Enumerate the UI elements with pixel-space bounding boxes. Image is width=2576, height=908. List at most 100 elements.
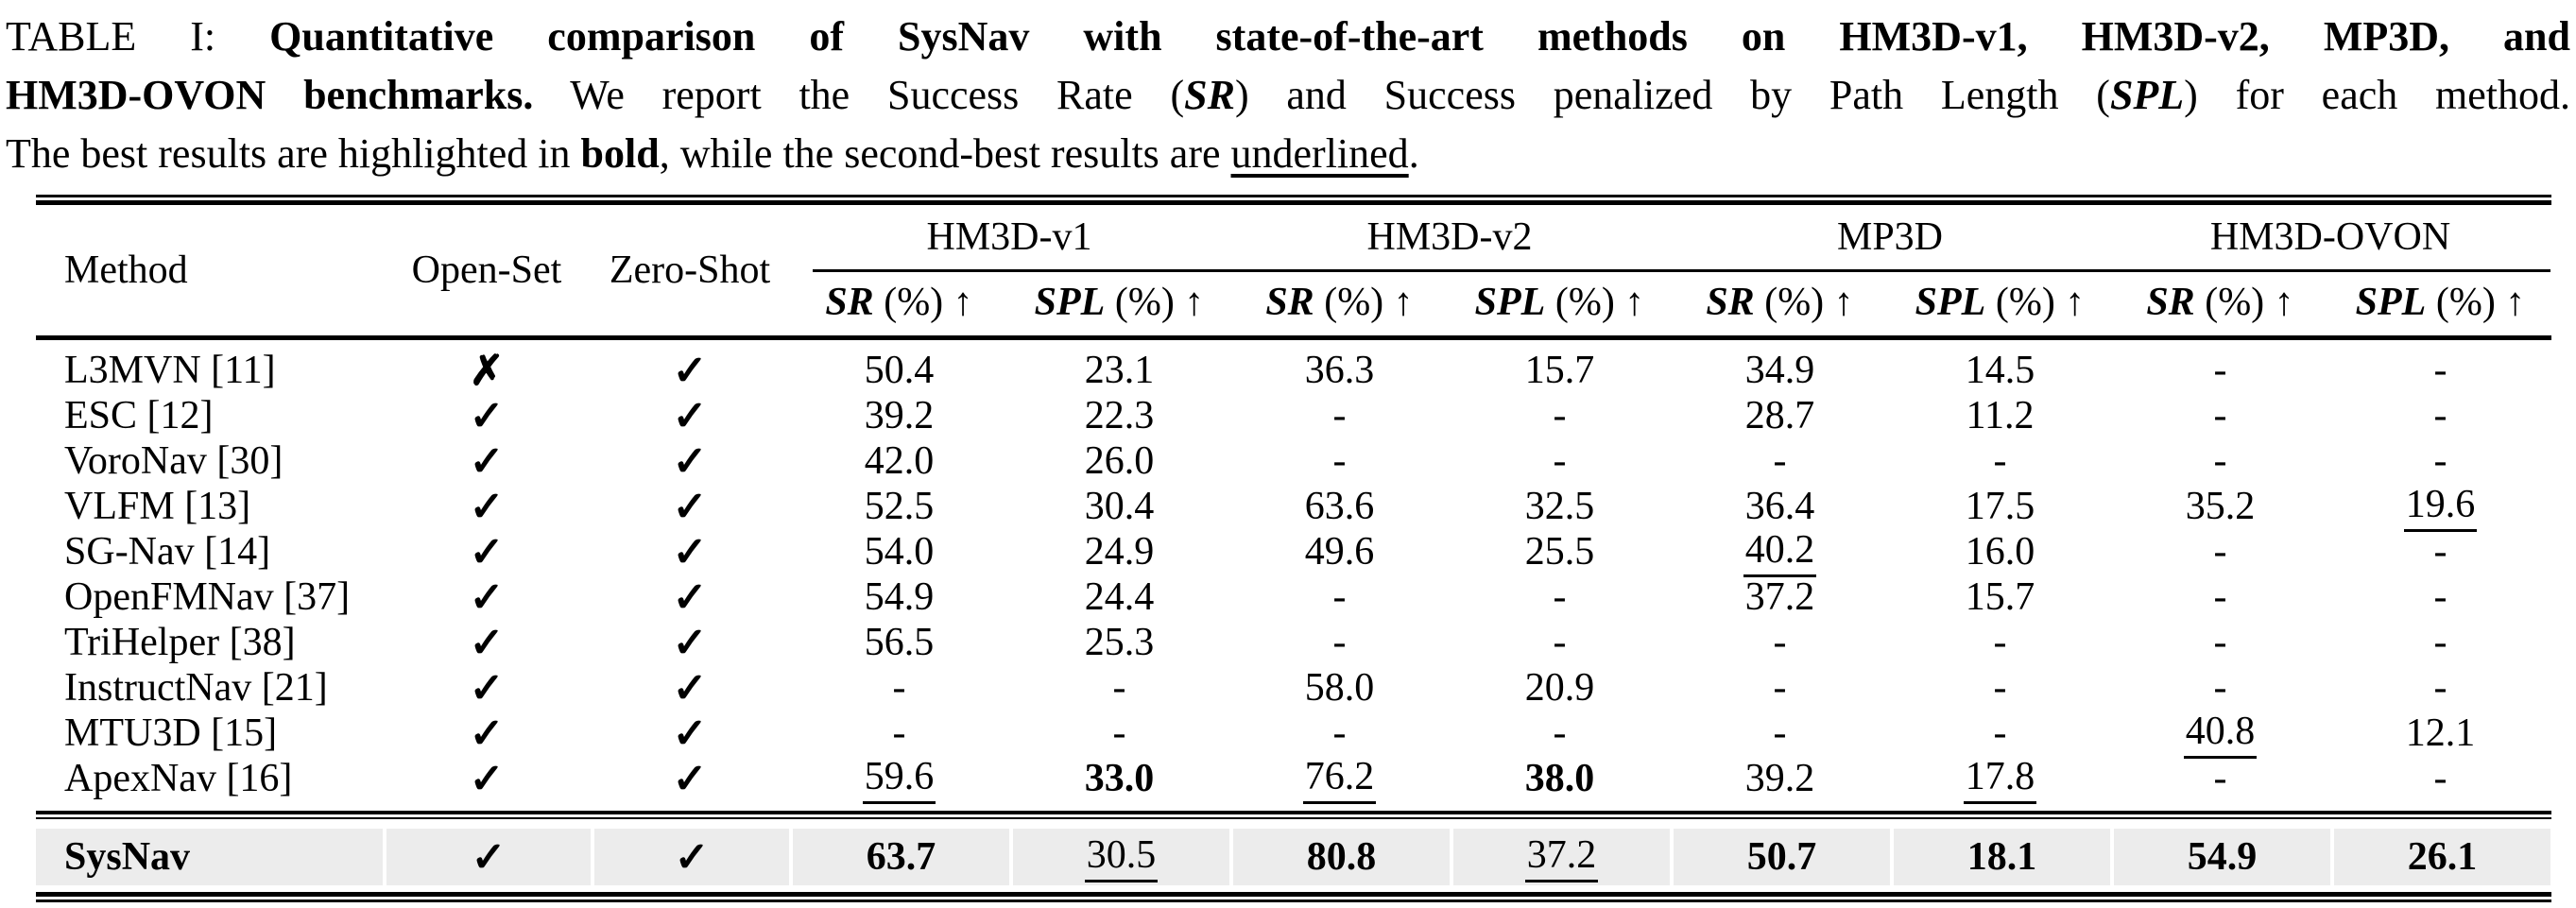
value-cell-second-best: 76.2 <box>1229 755 1450 804</box>
zero-shot-mark: ✓ <box>672 437 708 485</box>
unit-up-arrow: (%) ↑ <box>873 281 973 324</box>
value-cell: - <box>1332 621 1347 664</box>
value-cell: - <box>1553 575 1567 619</box>
table-bottom-rule <box>36 892 2551 902</box>
zero-shot-mark: ✓ <box>672 710 708 757</box>
value-cell: 39.2 <box>864 394 935 437</box>
caption-text: ) for each method. <box>2184 72 2571 118</box>
value-cell-second-best: 37.2 <box>1450 829 1670 885</box>
sr-label: SR <box>1265 281 1314 324</box>
value-cell-second-best: 40.2 <box>1670 528 1890 577</box>
value-cell: 49.6 <box>1304 530 1375 574</box>
col-header-method: Method <box>64 248 188 292</box>
value-cell: 39.2 <box>1744 757 1815 800</box>
caption-text: . <box>1408 130 1419 177</box>
value-cell: 50.4 <box>864 349 935 392</box>
group-header-underline-rule <box>813 269 2550 272</box>
value-cell: 24.9 <box>1084 530 1155 574</box>
value-cell: - <box>2213 439 2227 483</box>
unit-up-arrow: (%) ↑ <box>1985 281 2086 324</box>
caption-line-1: TABLE I: Quantitative comparison of SysN… <box>6 8 2570 66</box>
col-header-sr: SR (%) ↑ <box>789 269 1009 335</box>
method-name: VoroNav [30] <box>64 439 283 483</box>
underlined-keyword: underlined <box>1230 130 1409 177</box>
caption-text: The best results are highlighted in <box>6 130 581 177</box>
method-name: L3MVN [11] <box>64 349 276 392</box>
value-cell: 58.0 <box>1304 666 1375 710</box>
method-name: TriHelper [38] <box>64 621 296 664</box>
unit-up-arrow: (%) ↑ <box>2426 281 2526 324</box>
value-cell: - <box>1112 711 1126 755</box>
value-cell: 14.5 <box>1965 349 2035 392</box>
value-cell: - <box>1773 711 1787 755</box>
zero-shot-mark: ✓ <box>672 392 708 439</box>
value-cell: 11.2 <box>1966 394 2035 437</box>
value-cell: - <box>1773 621 1787 664</box>
spl-label: SPL <box>1474 281 1546 324</box>
value-cell-best: 33.0 <box>1084 757 1155 800</box>
value-cell: - <box>2213 575 2227 619</box>
value-cell: - <box>1553 394 1567 437</box>
value-cell: - <box>2213 394 2227 437</box>
value-cell: - <box>2433 666 2447 710</box>
col-header-open-set: Open-Set <box>411 248 562 292</box>
value-cell: - <box>1553 711 1567 755</box>
value-cell: - <box>1332 394 1347 437</box>
method-name: InstructNav [21] <box>64 666 328 710</box>
method-name: MTU3D [15] <box>64 711 278 755</box>
value-cell: 16.0 <box>1965 530 2035 574</box>
unit-up-arrow: (%) ↑ <box>1545 281 1645 324</box>
value-cell: 34.9 <box>1744 349 1815 392</box>
value-cell: - <box>2433 439 2447 483</box>
unit-up-arrow: (%) ↑ <box>2194 281 2294 324</box>
open-set-mark: ✓ <box>469 755 505 802</box>
value-cell: - <box>1553 621 1567 664</box>
value-cell: 28.7 <box>1744 394 1815 437</box>
open-set-mark: ✓ <box>469 574 505 621</box>
caption-bold-title-2: HM3D-OVON benchmarks. <box>6 72 534 118</box>
zero-shot-mark: ✓ <box>672 619 708 666</box>
value-cell: - <box>2433 349 2447 392</box>
table-row: InstructNav [21] ✓ ✓ - - 58.0 20.9 - - -… <box>36 665 2550 711</box>
zero-shot-mark: ✓ <box>591 829 789 885</box>
sr-label: SR <box>825 281 874 324</box>
value-cell: - <box>2213 757 2227 800</box>
value-cell: - <box>2433 394 2447 437</box>
table-top-rule <box>36 195 2551 205</box>
value-cell: - <box>1993 666 2007 710</box>
value-cell-second-best: 19.6 <box>2330 483 2550 532</box>
value-cell: 36.4 <box>1744 485 1815 528</box>
value-cell-best: 26.1 <box>2330 829 2550 885</box>
table-row: TriHelper [38] ✓ ✓ 56.5 25.3 - - - - - - <box>36 619 2550 666</box>
unit-up-arrow: (%) ↑ <box>1105 281 1205 324</box>
header-bottom-rule <box>36 335 2551 340</box>
value-cell: 24.4 <box>1084 575 1155 619</box>
value-cell: - <box>1112 666 1126 710</box>
value-cell: - <box>2433 530 2447 574</box>
value-cell: - <box>1332 711 1347 755</box>
value-cell: 12.1 <box>2405 711 2476 755</box>
value-cell: 20.9 <box>1524 666 1595 710</box>
caption-line-3: The best results are highlighted in bold… <box>6 125 2570 183</box>
caption-text: , while the second-best results are <box>659 130 1231 177</box>
value-cell: - <box>2213 530 2227 574</box>
bold-keyword: bold <box>580 130 660 177</box>
table-row: SG-Nav [14] ✓ ✓ 54.0 24.9 49.6 25.5 40.2… <box>36 528 2550 577</box>
value-cell: - <box>2433 757 2447 800</box>
spl-label: SPL <box>1915 281 1986 324</box>
group-header-hm3d-ovon: HM3D-OVON <box>2209 215 2451 259</box>
value-cell: - <box>1332 575 1347 619</box>
table-caption: TABLE I: Quantitative comparison of SysN… <box>0 0 2576 183</box>
group-header-mp3d: MP3D <box>1836 215 1944 259</box>
col-header-zero-shot: Zero-Shot <box>609 248 771 292</box>
open-set-mark: ✓ <box>469 392 505 439</box>
spl-label: SPL <box>1034 281 1106 324</box>
zero-shot-mark: ✓ <box>672 664 708 711</box>
value-cell: - <box>1993 621 2007 664</box>
open-set-mark: ✓ <box>469 483 505 530</box>
table-row: ESC [12] ✓ ✓ 39.2 22.3 - - 28.7 11.2 - - <box>36 392 2550 439</box>
col-header-spl: SPL (%) ↑ <box>1009 269 1229 335</box>
caption-table-label: TABLE I: <box>6 13 270 60</box>
zero-shot-mark: ✓ <box>672 755 708 802</box>
open-set-mark: ✗ <box>469 347 505 394</box>
